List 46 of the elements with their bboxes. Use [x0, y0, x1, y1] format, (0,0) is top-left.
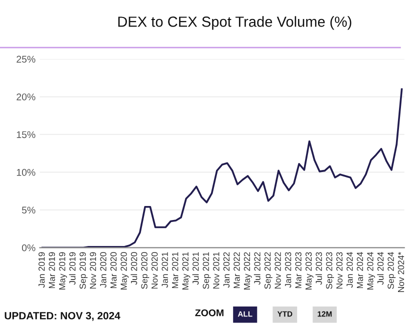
y-tick-label: 20% — [16, 93, 36, 100]
y-tick-label: 10% — [16, 168, 36, 176]
x-tick-label: Nov 2022 — [274, 252, 281, 289]
x-tick-label: Jul 2019 — [69, 252, 76, 285]
x-tick-label: Sep 2019 — [80, 252, 88, 289]
x-tick-label: Jan 2019 — [38, 252, 45, 288]
x-tick-label: Mar 2020 — [110, 252, 117, 288]
x-tick-label: Nov 2019 — [90, 252, 96, 289]
x-tick-label: Jan 2022 — [223, 252, 230, 288]
x-tick-label: Jan 2024 — [346, 252, 353, 288]
line-series — [41, 88, 403, 248]
x-tick-label: Jan 2021 — [162, 252, 168, 288]
y-tick-label: 25% — [16, 56, 36, 63]
x-tick-label: Sep 2021 — [202, 252, 211, 289]
x-tick-label: Jan 2020 — [100, 252, 106, 288]
x-tick-label: Nov 2024* — [398, 252, 404, 292]
x-tick-label: May 2022 — [244, 252, 252, 290]
x-tick-label: Jul 2024 — [377, 252, 384, 285]
x-tick-label: Jul 2020 — [130, 252, 138, 285]
x-tick-label: Sep 2022 — [264, 252, 272, 289]
x-tick-label: Nov 2021 — [213, 252, 220, 289]
x-tick-label: Mar 2021 — [172, 252, 178, 288]
x-tick-label: May 2023 — [306, 252, 314, 290]
x-tick-label: Nov 2020 — [151, 252, 158, 289]
x-tick-label: Jul 2023 — [316, 252, 322, 285]
x-tick-label: Mar 2023 — [295, 252, 302, 288]
x-tick-label: May 2019 — [59, 252, 67, 290]
x-tick-label: May 2024 — [367, 252, 376, 290]
x-tick-label: Sep 2023 — [326, 252, 334, 289]
x-tick-label: May 2020 — [120, 252, 129, 290]
x-tick-label: Nov 2023 — [336, 252, 343, 289]
x-tick-label: Sep 2020 — [141, 252, 150, 289]
x-tick-label: Mar 2022 — [234, 252, 240, 288]
x-tick-label: Jan 2023 — [284, 252, 292, 288]
x-tick-label: Mar 2019 — [48, 252, 55, 288]
y-tick-label: 5% — [22, 206, 36, 214]
x-tick-label: May 2021 — [182, 252, 190, 290]
x-tick-label: Jul 2022 — [254, 252, 260, 285]
x-tick-label: Mar 2024 — [356, 252, 364, 288]
text: ZOOM — [195, 309, 224, 316]
chart-title: DEX to CEX Spot Trade Volume (%) — [118, 16, 352, 30]
y-tick-label: 0% — [22, 244, 36, 252]
x-tick-label: Jul 2021 — [192, 252, 199, 285]
x-tick-label: Sep 2024 — [388, 252, 396, 289]
text: UPDATED: NOV 3, 2024 — [4, 312, 120, 321]
y-tick-label: 15% — [16, 131, 36, 138]
